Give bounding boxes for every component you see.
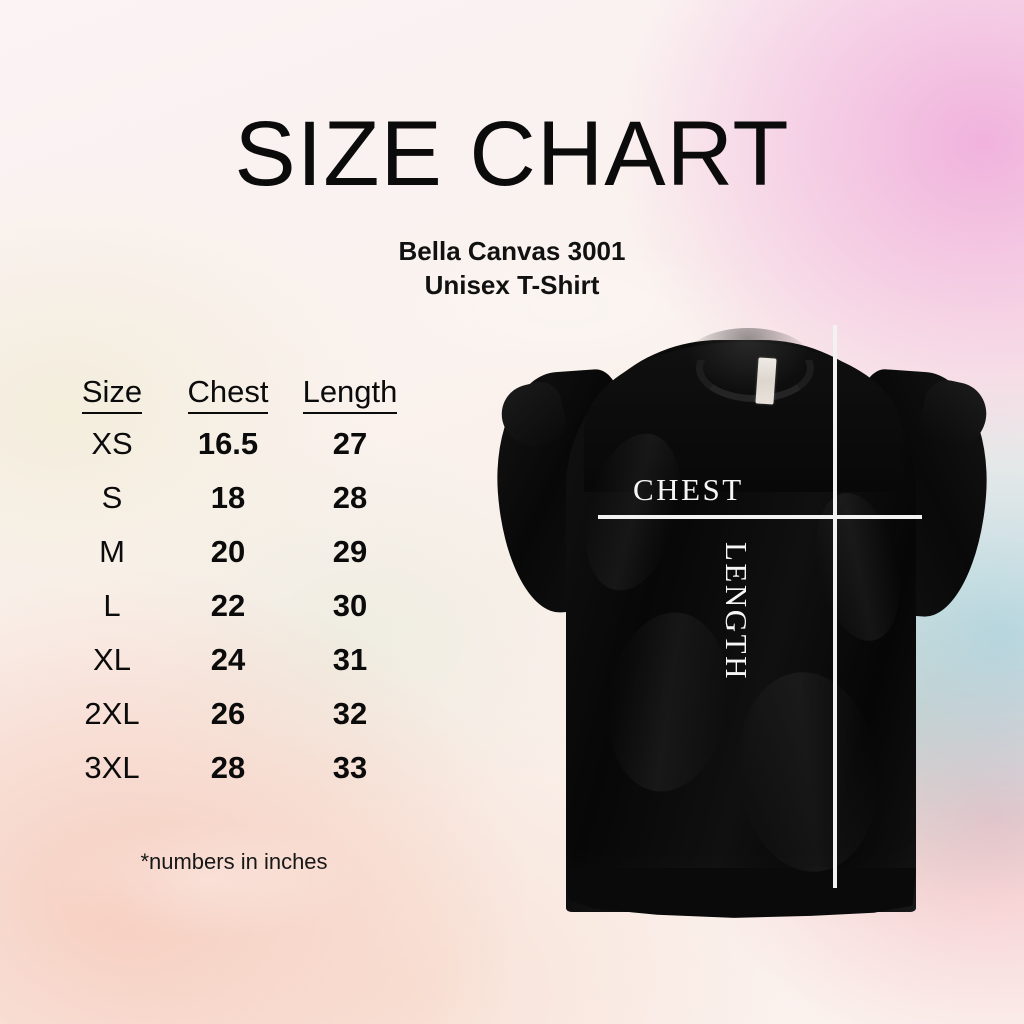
tshirt-hem: [566, 868, 916, 918]
cell-length: 32: [332, 696, 368, 731]
cell-length: 30: [332, 588, 368, 623]
subtitle-line-1: Bella Canvas 3001: [398, 236, 626, 266]
cell-chest: 28: [210, 750, 246, 785]
cell-length: 28: [332, 480, 368, 515]
cell-size: S: [101, 480, 123, 515]
cell-size: 2XL: [84, 696, 140, 731]
page-title: SIZE CHART: [234, 103, 790, 205]
tshirt-neck-label: [755, 357, 777, 405]
product-subtitle: Bella Canvas 3001 Unisex T-Shirt: [0, 234, 1024, 303]
cell-chest: 18: [210, 480, 246, 515]
table-row: L 22 30: [58, 588, 410, 642]
units-footnote: *numbers in inches: [140, 849, 328, 874]
cell-chest: 16.5: [197, 426, 259, 461]
column-header-length: Length: [302, 374, 398, 414]
length-measurement-label: LENGTH: [719, 542, 754, 681]
table-row: M 20 29: [58, 534, 410, 588]
table-row: S 18 28: [58, 480, 410, 534]
cell-chest: 26: [210, 696, 246, 731]
length-measurement-line: [833, 325, 837, 888]
column-header-size: Size: [81, 374, 143, 414]
table-row: 3XL 28 33: [58, 750, 410, 804]
cell-size: XL: [93, 642, 131, 677]
cell-chest: 22: [210, 588, 246, 623]
table-row: XS 16.5 27: [58, 426, 410, 480]
cell-length: 29: [332, 534, 368, 569]
size-table: Size Chest Length XS 16.5 27 S 18 28 M 2…: [58, 374, 410, 804]
table-header-row: Size Chest Length: [58, 374, 410, 414]
cell-size: M: [99, 534, 125, 569]
cell-length: 33: [332, 750, 368, 785]
cell-chest: 24: [210, 642, 246, 677]
subtitle-line-2: Unisex T-Shirt: [424, 270, 600, 301]
cell-length: 31: [332, 642, 368, 677]
chest-measurement-label: CHEST: [633, 472, 744, 507]
column-header-chest: Chest: [187, 374, 269, 414]
chest-measurement-line: [598, 515, 922, 519]
cell-length: 27: [332, 426, 368, 461]
table-row: 2XL 26 32: [58, 696, 410, 750]
cell-chest: 20: [210, 534, 246, 569]
cell-size: L: [103, 588, 121, 623]
cell-size: 3XL: [84, 750, 140, 785]
tshirt-photo: CHEST LENGTH: [488, 312, 1018, 918]
table-row: XL 24 31: [58, 642, 410, 696]
cell-size: XS: [91, 426, 133, 461]
